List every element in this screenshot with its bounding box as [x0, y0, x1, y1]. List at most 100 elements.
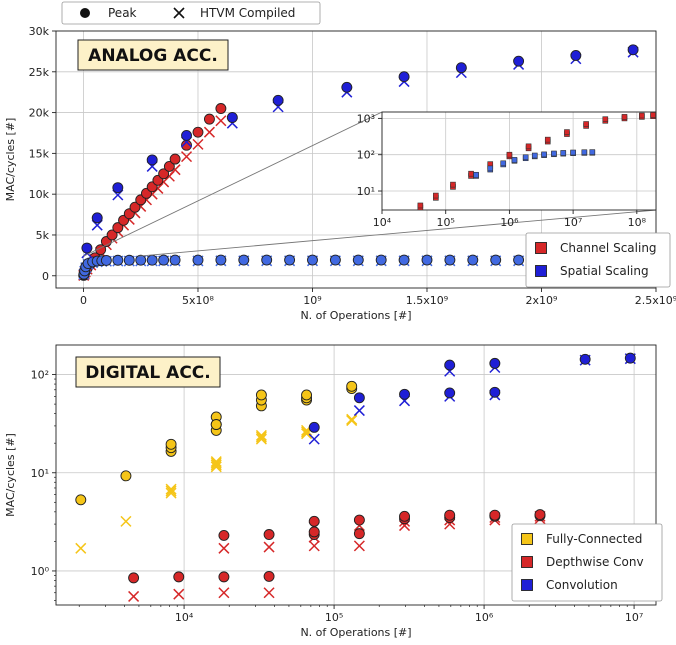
inset-peak-point — [564, 129, 570, 135]
peak-point — [263, 570, 275, 582]
inset-frame — [381, 111, 657, 211]
y-axis-label: MAC/cycles [#] — [4, 433, 17, 517]
inset-peak-point — [650, 112, 656, 118]
peak-point — [173, 571, 185, 583]
peak-point — [81, 242, 93, 254]
peak-point — [215, 103, 227, 114]
compiled-point — [210, 457, 222, 469]
peak-point — [181, 129, 192, 141]
inset-peak-point — [589, 149, 596, 155]
compiled-point — [192, 138, 204, 150]
x-tick-label: 10⁷ — [625, 611, 643, 624]
compiled-point — [210, 459, 222, 471]
inset-x-tick-label: 10⁸ — [628, 216, 647, 229]
compiled-point — [181, 151, 193, 163]
y-tick-label: 25k — [29, 66, 50, 79]
peak-point — [146, 154, 158, 166]
y-tick-label: 5k — [36, 229, 50, 242]
peak-point — [210, 419, 222, 430]
compiled-point — [173, 588, 185, 600]
x-tick-label: 10⁴ — [175, 611, 194, 624]
compiled-point — [75, 542, 87, 554]
peak-point — [308, 526, 320, 538]
y-axis-label: MAC/cycles [#] — [4, 118, 17, 202]
series-depthwise-conv — [128, 509, 546, 602]
y-tick-label: 15k — [29, 147, 50, 160]
inset-peak-point — [450, 181, 456, 188]
inset-peak-point — [433, 192, 439, 199]
peak-point — [301, 389, 313, 401]
inset-x-tick-label: 10⁴ — [373, 216, 392, 229]
peak-point — [272, 94, 284, 106]
peak-point — [100, 254, 112, 266]
y-tick-label: 10k — [29, 188, 50, 201]
compiled-point — [308, 540, 320, 552]
peak-point — [284, 254, 296, 266]
inset-peak-point — [581, 149, 588, 156]
analog-chart: 0 5x10⁸ 10⁹ 1.5x10⁹ 2x10⁹ 2.5x10⁹ 0 5k 10k 15k 20k… — [4, 25, 676, 322]
legend-label: Fully-Connected — [546, 532, 642, 546]
chart-title: ANALOG ACC. — [88, 46, 218, 66]
compiled-point — [308, 433, 320, 445]
peak-point — [112, 254, 124, 266]
peak-point — [238, 254, 250, 266]
peak-point — [307, 254, 318, 266]
compiled-point — [203, 126, 215, 138]
inset-x-tick-label: 10⁷ — [564, 216, 582, 229]
x-tick-label: 2x10⁹ — [526, 294, 558, 307]
legend-swatch — [521, 556, 533, 568]
compiled-point — [120, 515, 132, 527]
top-legend: Peak HTVM Compiled — [61, 1, 321, 25]
peak-point — [329, 254, 341, 266]
inset-peak-point — [506, 151, 513, 158]
peak-point — [261, 254, 273, 266]
peak-point — [75, 494, 87, 506]
peak-point — [203, 113, 215, 125]
compiled-point — [255, 431, 267, 443]
peak-point — [169, 153, 181, 165]
inset-peak-point — [560, 150, 567, 156]
compiled-legend-label: HTVM Compiled — [200, 6, 295, 20]
peak-point — [489, 509, 501, 521]
peak-point — [352, 254, 364, 266]
peak-point — [444, 509, 456, 521]
inset-peak-point — [570, 149, 576, 156]
x-tick-label: 5x10⁸ — [182, 294, 215, 307]
peak-point — [353, 392, 365, 404]
compiled-point — [263, 541, 275, 553]
legend-swatch — [521, 579, 533, 591]
y-tick-label: 10⁰ — [31, 565, 50, 578]
compiled-point — [255, 429, 267, 441]
inset-peak-point — [541, 151, 547, 158]
series-convolution — [81, 44, 639, 259]
y-tick-label: 0 — [42, 270, 49, 283]
peak-point — [341, 81, 353, 93]
inset-y-tick-label: 10¹ — [357, 185, 375, 198]
peak-point — [308, 515, 320, 527]
compiled-point — [353, 405, 365, 417]
peak-point — [489, 386, 501, 398]
legend-label: Depthwise Conv — [546, 555, 644, 569]
peak-point — [398, 71, 410, 83]
peak-legend-marker — [80, 8, 90, 18]
peak-point — [534, 509, 546, 521]
peak-point — [421, 254, 433, 266]
peak-point — [106, 229, 118, 241]
x-tick-label: 10⁵ — [325, 611, 343, 624]
peak-point — [570, 50, 582, 61]
peak-point — [218, 571, 230, 583]
chart-title-box — [77, 39, 229, 71]
legend-swatch — [535, 265, 547, 277]
peak-point — [215, 254, 227, 266]
compiled-legend-marker — [173, 7, 185, 19]
peak-point — [444, 359, 456, 371]
peak-point — [353, 514, 365, 526]
compiled-point — [263, 587, 275, 599]
peak-point — [169, 254, 181, 266]
peak-point — [455, 62, 467, 74]
inset-peak-point — [639, 112, 645, 119]
peak-point — [112, 182, 124, 194]
inset-peak-point — [511, 157, 518, 163]
peak-point — [192, 126, 204, 138]
